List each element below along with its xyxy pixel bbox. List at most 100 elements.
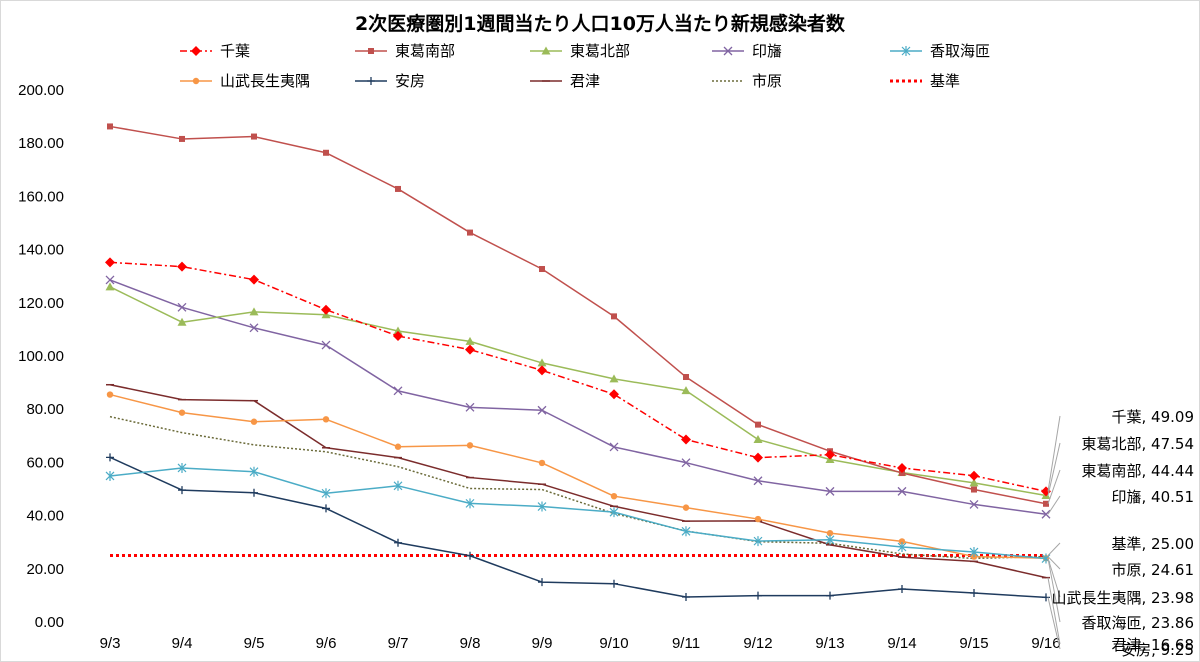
data-point [537,365,547,376]
y-tick-label: 180.00 [18,135,64,152]
data-point [971,486,977,493]
data-point [609,374,619,383]
y-tick-label: 40.00 [26,508,64,525]
legend-item: 東葛南部 [355,42,455,60]
legend-marker [368,48,374,54]
data-point [681,386,691,395]
legend-marker [367,77,375,85]
data-point [826,591,834,600]
data-point [395,185,401,192]
data-point [538,459,546,467]
data-point [969,547,979,558]
leader-line [1047,415,1061,492]
data-point [681,434,691,445]
data-point [753,435,763,444]
data-point [969,478,979,487]
data-point [969,499,979,509]
data-point [249,307,259,316]
data-point [179,135,185,142]
legend-item: 山武長生夷隅 [180,72,310,90]
data-point [754,591,762,600]
data-point [609,507,619,518]
x-tick-label: 9/3 [100,635,121,652]
series-line [109,456,1047,599]
end-label: 東葛北部, 47.54 [1082,435,1194,453]
data-point [1043,500,1049,507]
legend-label: 市原 [752,72,782,90]
data-point [683,374,689,381]
x-tick-label: 9/9 [532,635,553,652]
data-point [178,486,186,495]
data-point [537,358,547,367]
leader-line [1047,558,1061,623]
x-tick-label: 9/16 [1031,635,1060,652]
legend-item: 千葉 [180,42,250,60]
y-tick-label: 100.00 [18,348,64,365]
leader-line [1047,542,1061,556]
data-point [755,421,761,428]
legend-item: 君津 [530,72,600,90]
leader-line [1047,597,1061,650]
legend-item: 印旛 [712,42,782,60]
data-point [825,449,835,460]
series-4 [105,462,1051,564]
data-point [393,326,403,335]
data-point [177,317,187,326]
data-point [753,536,763,547]
data-point [394,538,402,547]
data-point [177,261,187,272]
data-point [1042,593,1050,602]
data-point [899,470,905,477]
series-3 [105,275,1051,519]
data-point [321,304,331,315]
series-line [109,286,1047,497]
end-label: 千葉, 49.09 [1112,408,1194,426]
data-point [825,486,835,496]
end-label: 印旛, 40.51 [1112,488,1194,506]
y-tick-label: 120.00 [18,295,64,312]
data-point [610,492,618,500]
data-point [537,405,547,415]
legend-marker [192,77,200,85]
data-point [177,302,187,312]
legend-marker [723,46,733,56]
series-line [109,383,1047,579]
y-tick-label: 60.00 [26,454,64,471]
leader-line [1047,556,1061,570]
data-point [105,282,115,291]
data-point [105,470,115,481]
legend-marker [191,46,201,56]
x-tick-label: 9/13 [815,635,844,652]
leader-line [1047,577,1061,645]
data-point [969,470,979,481]
data-point [825,534,835,545]
x-tick-label: 9/15 [959,635,988,652]
data-point [897,486,907,496]
data-point [682,592,690,601]
data-point [323,149,329,156]
series-line [109,125,1047,505]
end-label: 山武長生夷隅, 23.98 [1052,589,1194,607]
data-point [249,323,259,333]
y-tick-label: 200.00 [18,82,64,99]
data-point [465,402,475,412]
data-point [322,504,330,513]
end-label: 香取海匝, 23.86 [1082,614,1194,632]
x-axis: 9/3 9/4 9/5 9/6 9/7 9/8 9/9 9/10 9/11 9/12 9/13 9/1… [100,635,1061,652]
leader-line [1047,442,1061,496]
end-label: 基準, 25.00 [1112,535,1194,553]
x-tick-label: 9/4 [172,635,193,652]
legend-label: 君津 [570,72,600,90]
legend-label: 印旛 [752,42,782,60]
x-tick-label: 9/6 [316,635,337,652]
x-tick-label: 9/5 [244,635,265,652]
legend-item: 香取海匝 [890,42,990,60]
series-1 [107,123,1049,507]
series-0 [105,257,1051,497]
data-point [465,344,475,355]
data-point [251,133,257,140]
end-label: 安房, 9.25 [1121,641,1194,659]
data-point [539,266,545,273]
